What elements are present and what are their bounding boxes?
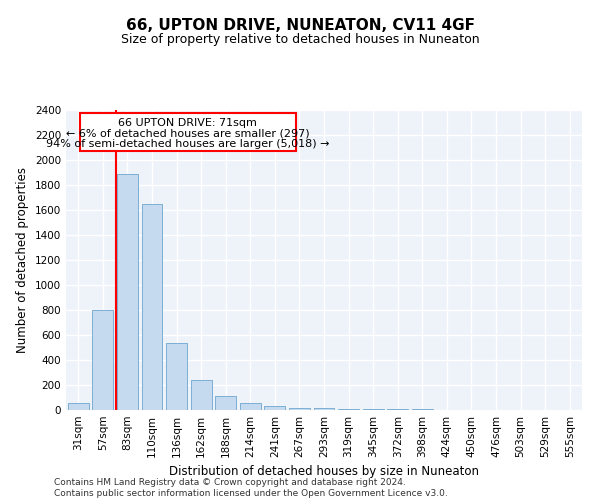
- Bar: [240, 402, 261, 410]
- Bar: [142, 204, 163, 410]
- Text: 94% of semi-detached houses are larger (5,018) →: 94% of semi-detached houses are larger (…: [46, 140, 329, 149]
- Bar: [191, 380, 212, 410]
- Text: 66 UPTON DRIVE: 71sqm: 66 UPTON DRIVE: 71sqm: [118, 118, 257, 128]
- Bar: [314, 408, 334, 410]
- Text: Size of property relative to detached houses in Nuneaton: Size of property relative to detached ho…: [121, 32, 479, 46]
- Text: 66, UPTON DRIVE, NUNEATON, CV11 4GF: 66, UPTON DRIVE, NUNEATON, CV11 4GF: [125, 18, 475, 32]
- Bar: [338, 409, 359, 410]
- Text: ← 6% of detached houses are smaller (297): ← 6% of detached houses are smaller (297…: [66, 129, 310, 139]
- Bar: [68, 402, 89, 410]
- Text: Contains HM Land Registry data © Crown copyright and database right 2024.
Contai: Contains HM Land Registry data © Crown c…: [54, 478, 448, 498]
- Bar: [289, 408, 310, 410]
- Bar: [92, 310, 113, 410]
- Bar: [166, 343, 187, 410]
- Bar: [265, 406, 286, 410]
- Bar: [215, 396, 236, 410]
- Bar: [80, 112, 296, 151]
- Bar: [117, 174, 138, 410]
- X-axis label: Distribution of detached houses by size in Nuneaton: Distribution of detached houses by size …: [169, 466, 479, 478]
- Y-axis label: Number of detached properties: Number of detached properties: [16, 167, 29, 353]
